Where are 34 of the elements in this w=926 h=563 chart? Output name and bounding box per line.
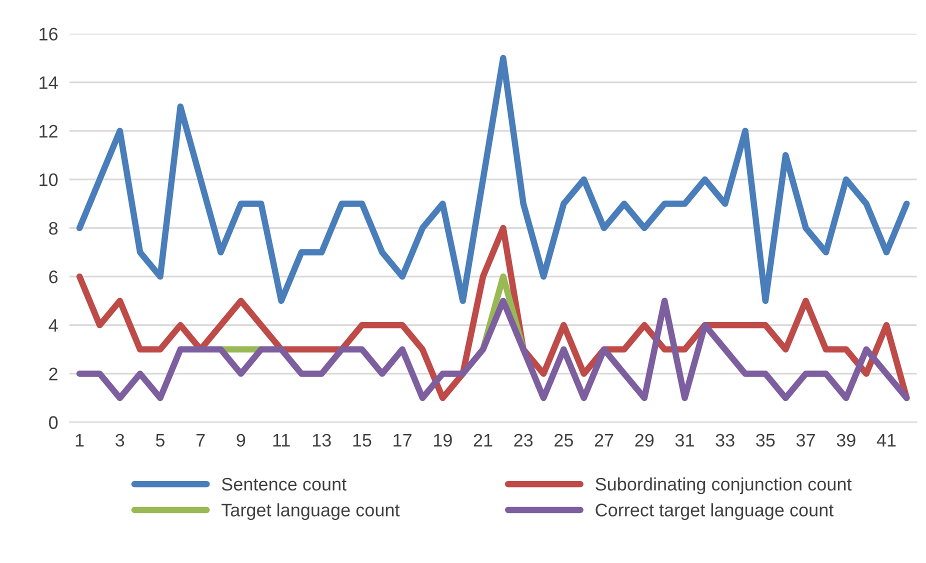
x-tick-label: 23 bbox=[514, 434, 533, 447]
x-tick-label: 41 bbox=[876, 434, 896, 446]
legend-label: Sentence count bbox=[222, 478, 346, 491]
y-tick-label: 10 bbox=[40, 173, 58, 186]
y-tick-label: 14 bbox=[40, 76, 58, 89]
x-tick-label: 7 bbox=[196, 434, 205, 446]
x-tick-label: 25 bbox=[554, 434, 573, 447]
x-tick-label: 31 bbox=[675, 434, 694, 447]
legend-label: Target language count bbox=[222, 503, 400, 520]
x-tick-label: 29 bbox=[635, 434, 654, 447]
x-tick-label: 33 bbox=[716, 434, 734, 447]
x-tick-label: 13 bbox=[312, 434, 331, 447]
x-tick-label: 27 bbox=[594, 434, 614, 446]
y-tick-label: 8 bbox=[49, 222, 58, 235]
y-tick-label: 12 bbox=[40, 124, 58, 138]
x-tick-label: 35 bbox=[756, 434, 775, 447]
x-tick-label: 19 bbox=[434, 434, 452, 447]
y-tick-label: 16 bbox=[40, 28, 58, 40]
y-tick-label: 4 bbox=[48, 319, 58, 332]
x-tick-label: 9 bbox=[236, 434, 246, 447]
x-tick-label: 39 bbox=[836, 434, 856, 447]
x-tick-label: 11 bbox=[273, 434, 290, 446]
x-tick-label: 1 bbox=[76, 434, 84, 446]
x-tick-label: 5 bbox=[156, 434, 164, 447]
y-tick-label: 2 bbox=[49, 368, 58, 380]
x-tick-label: 17 bbox=[394, 434, 412, 446]
y-tick-label: 6 bbox=[49, 270, 58, 284]
x-tick-label: 3 bbox=[116, 434, 124, 447]
y-tick-label: 0 bbox=[49, 416, 58, 429]
legend-label: Correct target language count bbox=[596, 503, 834, 520]
x-tick-label: 15 bbox=[353, 434, 372, 447]
legend-label: Subordinating conjunction count bbox=[596, 477, 852, 494]
x-tick-label: 21 bbox=[474, 434, 492, 446]
x-tick-label: 37 bbox=[796, 434, 815, 447]
